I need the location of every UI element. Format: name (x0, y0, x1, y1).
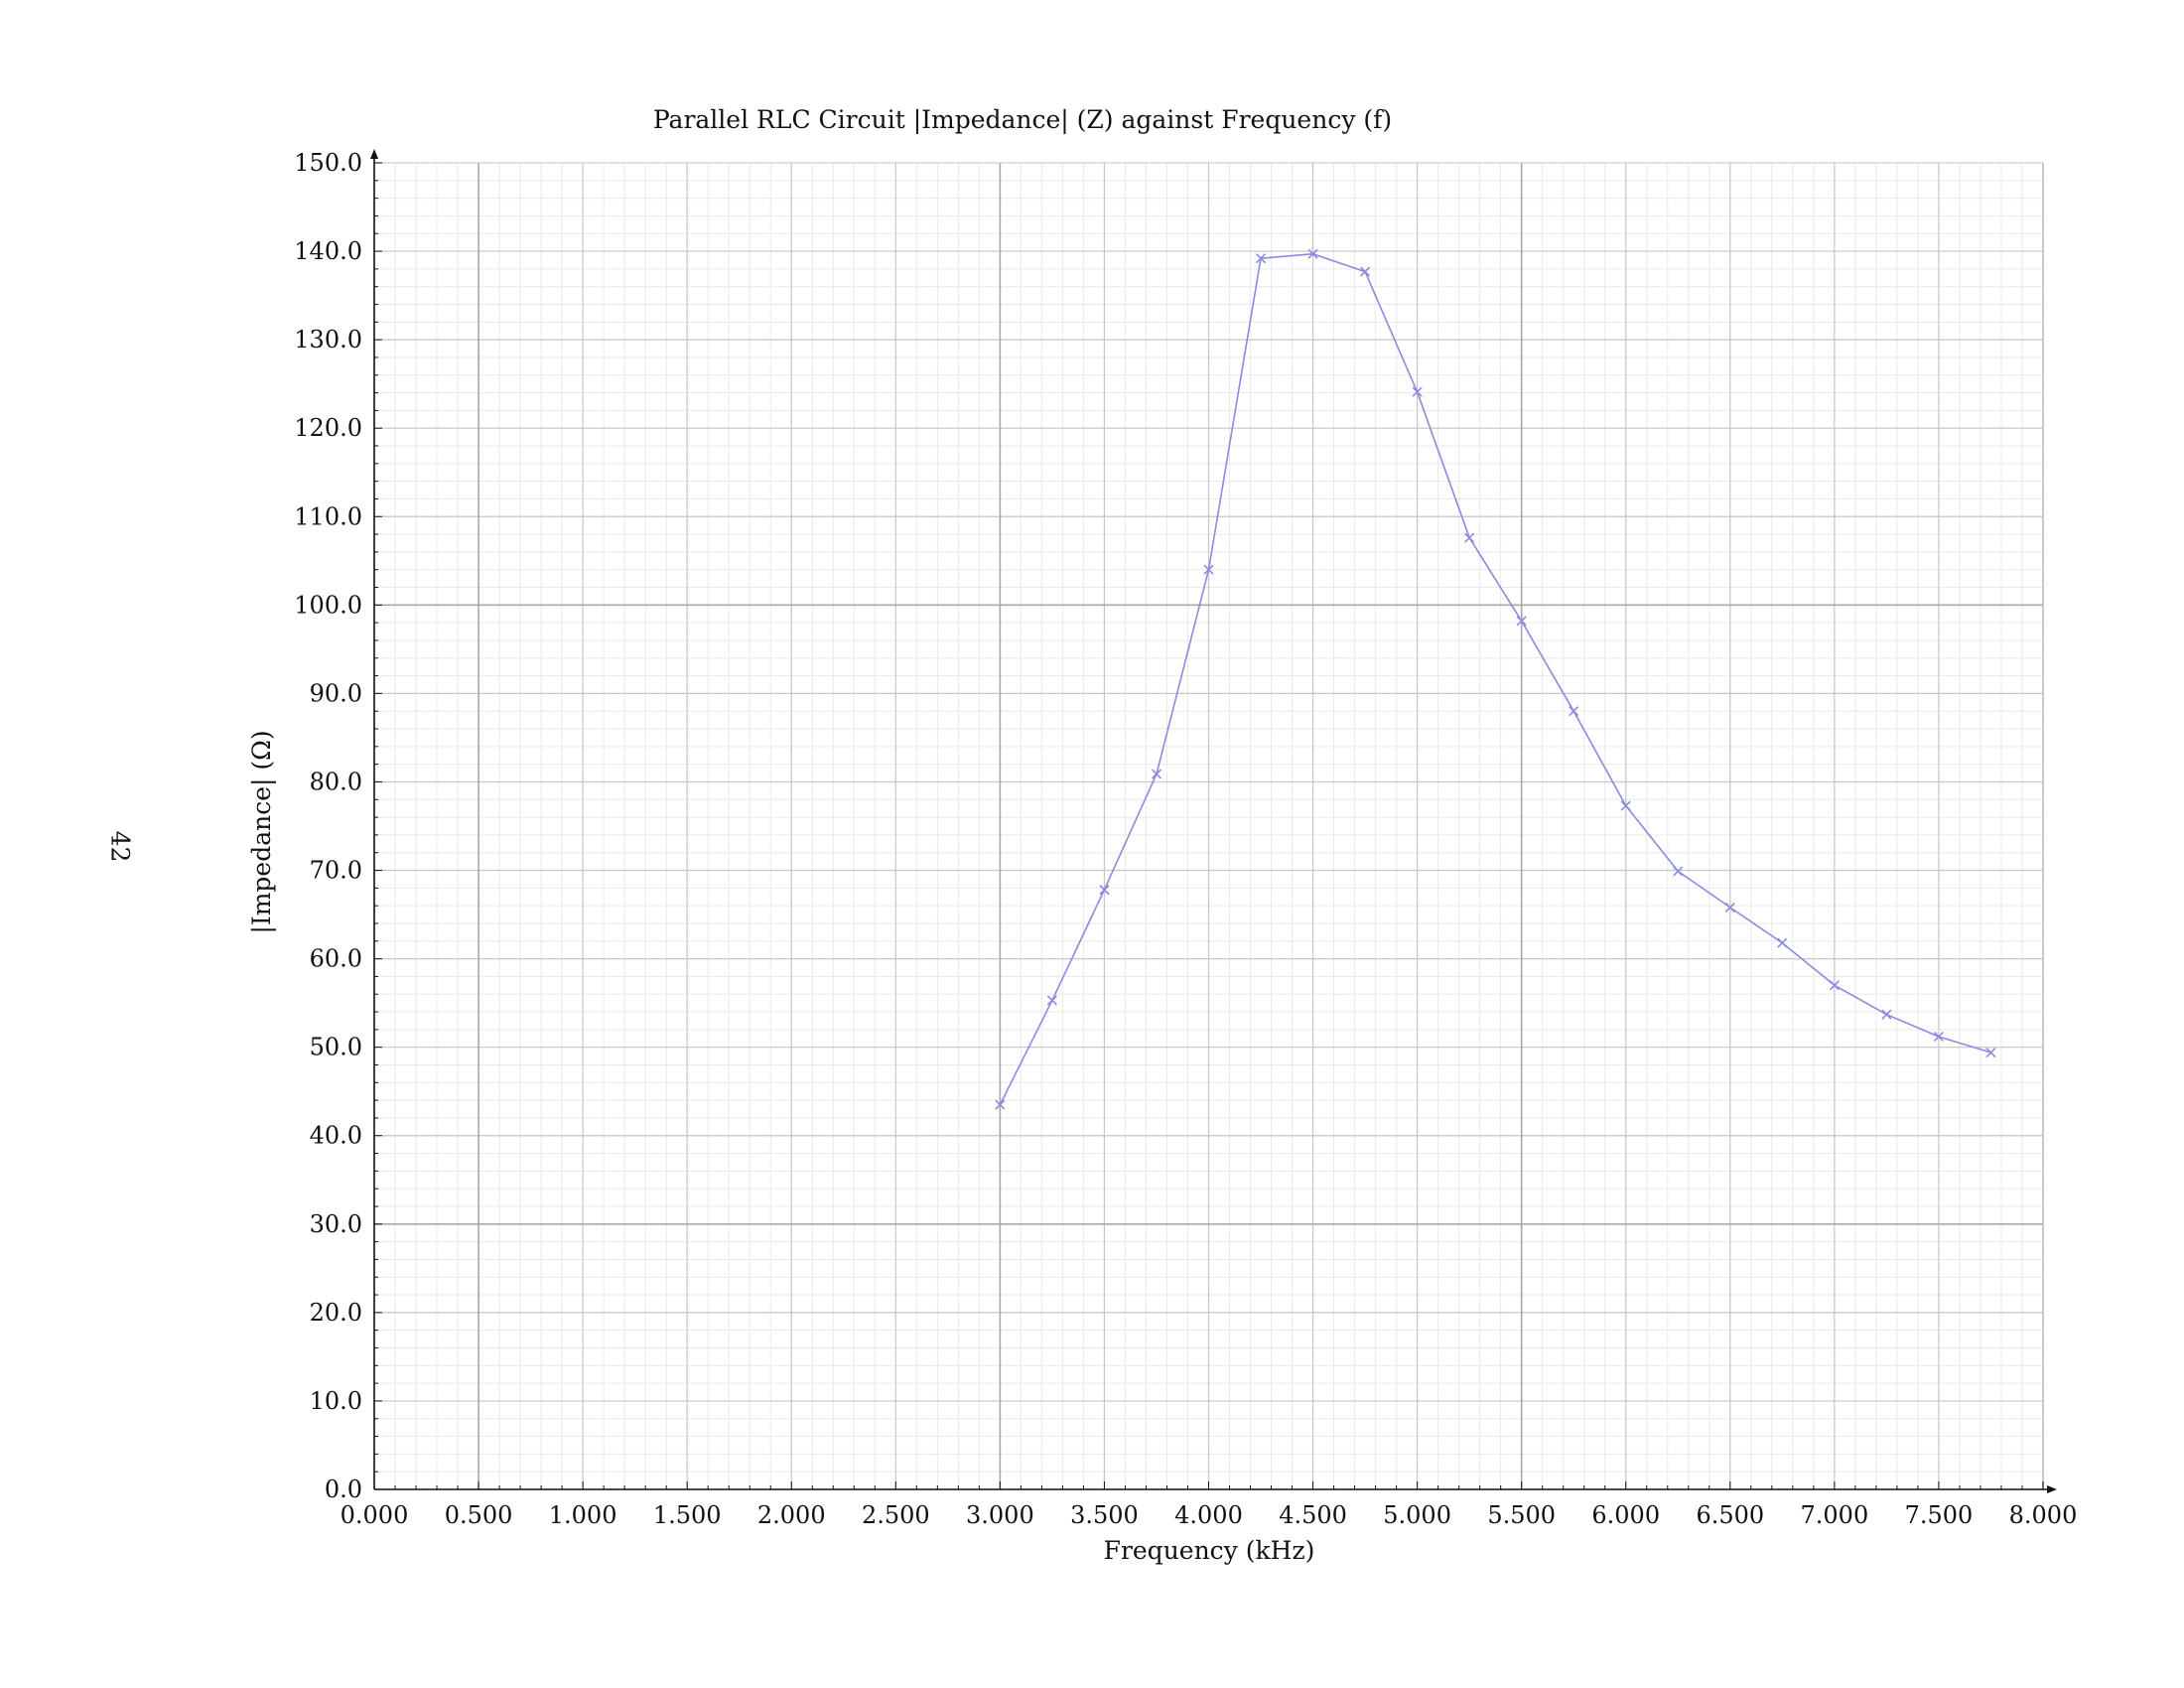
y-tick-label: 120.0 (294, 414, 362, 442)
data-point-marker (1203, 564, 1214, 575)
data-point-marker (1829, 980, 1840, 991)
y-tick-label: 70.0 (310, 857, 362, 885)
x-tick-label: 5.000 (1383, 1501, 1451, 1529)
data-point-marker (1620, 800, 1631, 811)
data-point-marker (1881, 1009, 1892, 1020)
data-point-marker (1516, 616, 1527, 627)
y-tick-label: 150.0 (294, 149, 362, 177)
axes (370, 149, 2057, 1493)
y-tick-label: 0.0 (325, 1476, 362, 1503)
x-tick-label: 8.000 (2009, 1501, 2078, 1529)
data-point-marker (1099, 885, 1110, 896)
x-axis-ticks: 0.000 0.500 1.000 1.500 2.000 2.500 3.000 3.500… (341, 1481, 2078, 1529)
data-point-marker (1933, 1031, 1945, 1043)
y-tick-label: 20.0 (310, 1299, 362, 1327)
y-tick-label: 50.0 (310, 1034, 362, 1061)
x-tick-label: 7.500 (1905, 1501, 1974, 1529)
y-tick-label: 140.0 (294, 237, 362, 265)
y-tick-label: 90.0 (310, 679, 362, 707)
x-tick-label: 6.000 (1591, 1501, 1660, 1529)
data-point-marker (1255, 253, 1267, 264)
y-axis-label: |Impedance| (Ω) (247, 730, 277, 933)
data-point-marker (1151, 769, 1162, 779)
x-axis-label: Frequency (kHz) (1104, 1536, 1315, 1565)
data-point-marker (1985, 1047, 1996, 1058)
x-tick-label: 4.000 (1174, 1501, 1243, 1529)
data-point-marker (1569, 706, 1579, 717)
x-tick-label: 5.500 (1487, 1501, 1556, 1529)
x-tick-label: 7.000 (1801, 1501, 1869, 1529)
data-point-marker (1412, 386, 1423, 397)
y-tick-label: 10.0 (310, 1387, 362, 1415)
y-tick-label: 80.0 (310, 768, 362, 795)
x-tick-label: 0.500 (445, 1501, 513, 1529)
data-point-marker (1777, 937, 1788, 948)
x-tick-label: 0.000 (341, 1501, 409, 1529)
y-tick-label: 100.0 (294, 591, 362, 619)
page-number: 42 (105, 830, 135, 863)
y-tick-label: 40.0 (310, 1122, 362, 1150)
x-tick-label: 3.000 (966, 1501, 1034, 1529)
data-point-marker (1724, 902, 1735, 914)
x-tick-label: 2.000 (757, 1501, 826, 1529)
data-point-marker (1046, 995, 1057, 1006)
x-tick-label: 6.500 (1696, 1501, 1764, 1529)
data-point-marker (1673, 866, 1684, 877)
data-point-marker (1307, 248, 1318, 259)
x-tick-label: 2.500 (862, 1501, 930, 1529)
major-grid (373, 162, 2044, 1490)
x-tick-label: 1.500 (653, 1501, 722, 1529)
x-axis-arrow (2047, 1485, 2057, 1493)
y-axis-ticks: 0.0 10.0 20.0 30.0 40.0 50.0 60.0 70.0 80.0 90.0 1… (294, 149, 382, 1503)
y-tick-label: 60.0 (310, 945, 362, 973)
data-point-marker (1464, 532, 1475, 543)
y-tick-label: 110.0 (294, 502, 362, 530)
x-tick-label: 3.500 (1070, 1501, 1139, 1529)
y-tick-label: 130.0 (294, 326, 362, 353)
data-point-marker (1360, 266, 1371, 277)
y-axis-arrow (370, 149, 378, 159)
series-layer (995, 248, 1996, 1110)
chart-title: Parallel RLC Circuit |Impedance| (Z) aga… (653, 105, 1392, 135)
x-tick-label: 4.500 (1279, 1501, 1347, 1529)
data-point-marker (995, 1099, 1006, 1110)
x-tick-label: 1.000 (549, 1501, 617, 1529)
y-tick-label: 30.0 (310, 1210, 362, 1238)
series-line (999, 252, 1991, 1105)
